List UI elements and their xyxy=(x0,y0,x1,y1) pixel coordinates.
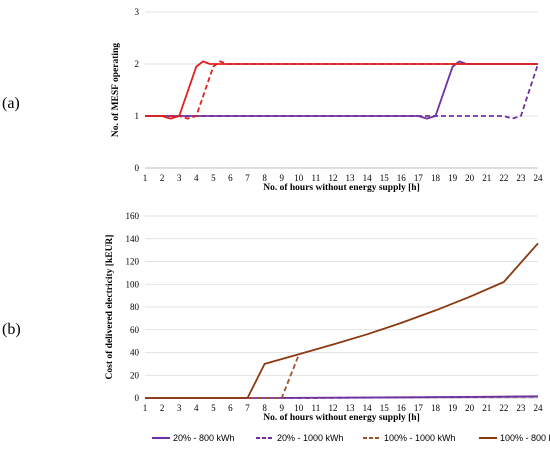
x-tick-label: 24 xyxy=(534,173,544,183)
legend: 20% - 800 kWh 20% - 1000 kWh 100% - 1000 k… xyxy=(152,433,550,443)
x-tick-label: 18 xyxy=(431,173,441,183)
x-tick-label: 1 xyxy=(143,173,148,183)
x-tick-label: 18 xyxy=(431,403,441,413)
x-tick-label: 13 xyxy=(346,403,356,413)
y-axis-title: Cost of delivered electricity [kEUR] xyxy=(105,235,115,380)
x-tick-label: 16 xyxy=(397,403,407,413)
x-tick-label: 10 xyxy=(294,403,304,413)
x-tick-label: 15 xyxy=(380,173,390,183)
legend-label: 100% - 800 kWh xyxy=(500,433,550,443)
y-tick-label: 60 xyxy=(130,325,140,335)
x-tick-label: 19 xyxy=(448,403,458,413)
x-tick-label: 12 xyxy=(328,403,337,413)
panel-label-a: (a) xyxy=(2,95,20,112)
y-tick-label: 80 xyxy=(130,302,140,312)
x-tick-label: 20 xyxy=(465,403,475,413)
x-tick-label: 14 xyxy=(363,403,373,413)
y-axis-title: No. of MESF operating xyxy=(111,43,121,137)
x-tick-label: 3 xyxy=(177,173,182,183)
y-tick-label: 140 xyxy=(126,234,140,244)
x-tick-label: 9 xyxy=(279,403,284,413)
series-line xyxy=(145,60,538,120)
x-tick-label: 13 xyxy=(346,173,356,183)
series-line xyxy=(145,63,539,120)
x-tick-label: 22 xyxy=(499,173,508,183)
x-tick-label: 6 xyxy=(228,403,233,413)
series-line xyxy=(145,60,538,120)
x-tick-label: 7 xyxy=(245,403,250,413)
legend-label: 20% - 1000 kWh xyxy=(277,433,344,443)
x-tick-label: 4 xyxy=(194,403,199,413)
x-tick-label: 6 xyxy=(228,173,233,183)
x-tick-label: 2 xyxy=(160,173,165,183)
x-tick-label: 12 xyxy=(328,173,337,183)
y-tick-label: 120 xyxy=(126,257,140,267)
x-tick-label: 8 xyxy=(262,173,267,183)
x-tick-label: 1 xyxy=(143,403,148,413)
y-tick-label: 2 xyxy=(135,59,140,69)
y-tick-label: 40 xyxy=(130,348,140,358)
x-tick-label: 24 xyxy=(534,403,544,413)
x-tick-label: 10 xyxy=(294,173,304,183)
x-tick-label: 17 xyxy=(414,173,424,183)
panel-label-b: (b) xyxy=(2,321,21,338)
x-tick-label: 9 xyxy=(279,173,284,183)
y-tick-label: 1 xyxy=(135,111,140,121)
x-tick-label: 23 xyxy=(516,403,526,413)
series-line xyxy=(145,242,539,399)
x-tick-label: 15 xyxy=(380,403,390,413)
x-tick-label: 21 xyxy=(482,403,491,413)
y-tick-label: 20 xyxy=(130,370,140,380)
x-tick-label: 5 xyxy=(211,173,216,183)
x-tick-label: 2 xyxy=(160,403,165,413)
y-tick-label: 100 xyxy=(126,279,140,289)
x-tick-label: 19 xyxy=(448,173,458,183)
x-axis-title: No. of hours without energy supply [h] xyxy=(263,413,420,423)
y-tick-label: 0 xyxy=(135,393,140,403)
x-tick-label: 8 xyxy=(262,403,267,413)
x-tick-label: 11 xyxy=(312,173,321,183)
series-line xyxy=(145,60,538,120)
x-tick-label: 5 xyxy=(211,403,216,413)
x-axis-title: No. of hours without energy supply [h] xyxy=(263,183,420,193)
x-tick-label: 21 xyxy=(482,173,491,183)
x-tick-label: 3 xyxy=(177,403,182,413)
legend-label: 100% - 1000 kWh xyxy=(384,433,456,443)
y-tick-label: 160 xyxy=(126,211,140,221)
x-tick-label: 11 xyxy=(312,403,321,413)
y-tick-label: 3 xyxy=(135,7,140,17)
x-tick-label: 20 xyxy=(465,173,475,183)
x-tick-label: 22 xyxy=(499,403,508,413)
x-tick-label: 14 xyxy=(363,173,373,183)
legend-label: 20% - 800 kWh xyxy=(173,433,235,443)
x-tick-label: 4 xyxy=(194,173,199,183)
x-tick-label: 17 xyxy=(414,403,424,413)
x-tick-label: 23 xyxy=(516,173,526,183)
x-tick-label: 16 xyxy=(397,173,407,183)
x-tick-label: 7 xyxy=(245,173,250,183)
y-tick-label: 0 xyxy=(135,163,140,173)
